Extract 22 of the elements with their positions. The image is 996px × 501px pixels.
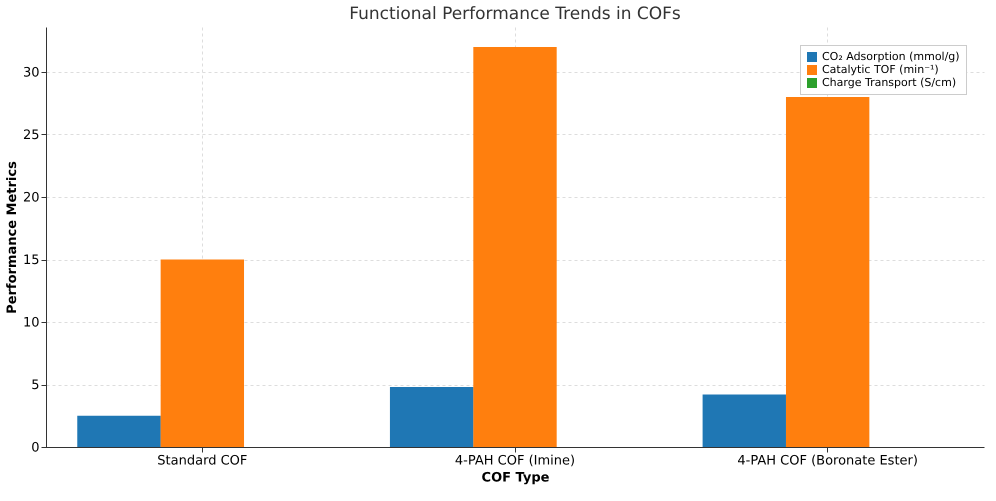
y-tick-label: 5	[31, 378, 40, 393]
bar	[473, 47, 557, 447]
bar	[77, 416, 161, 447]
x-axis-title: COF Type	[482, 470, 550, 486]
x-tick-label: 4-PAH COF (Boronate Ester)	[737, 454, 918, 468]
legend-label: Charge Transport (S/cm)	[822, 76, 956, 89]
y-tick-label: 25	[22, 128, 40, 143]
bar	[390, 387, 474, 447]
y-tick-label: 20	[22, 190, 40, 206]
chart-title: Functional Performance Trends in COFs	[349, 4, 681, 24]
y-tick-label: 15	[22, 253, 40, 268]
x-tick-label: 4-PAH COF (Imine)	[454, 454, 576, 468]
bar	[702, 394, 786, 447]
bar	[160, 260, 244, 447]
x-tick-label: Standard COF	[157, 454, 248, 468]
legend-label: CO₂ Adsorption (mmol/g)	[822, 50, 960, 63]
y-tick-label: 10	[22, 316, 40, 330]
y-tick-label: 0	[31, 440, 40, 456]
bar	[786, 97, 870, 447]
legend-label: Catalytic TOF (min⁻¹)	[822, 63, 939, 76]
y-axis-title: Performance Metrics	[4, 160, 20, 314]
y-tick-label: 30	[22, 66, 40, 80]
